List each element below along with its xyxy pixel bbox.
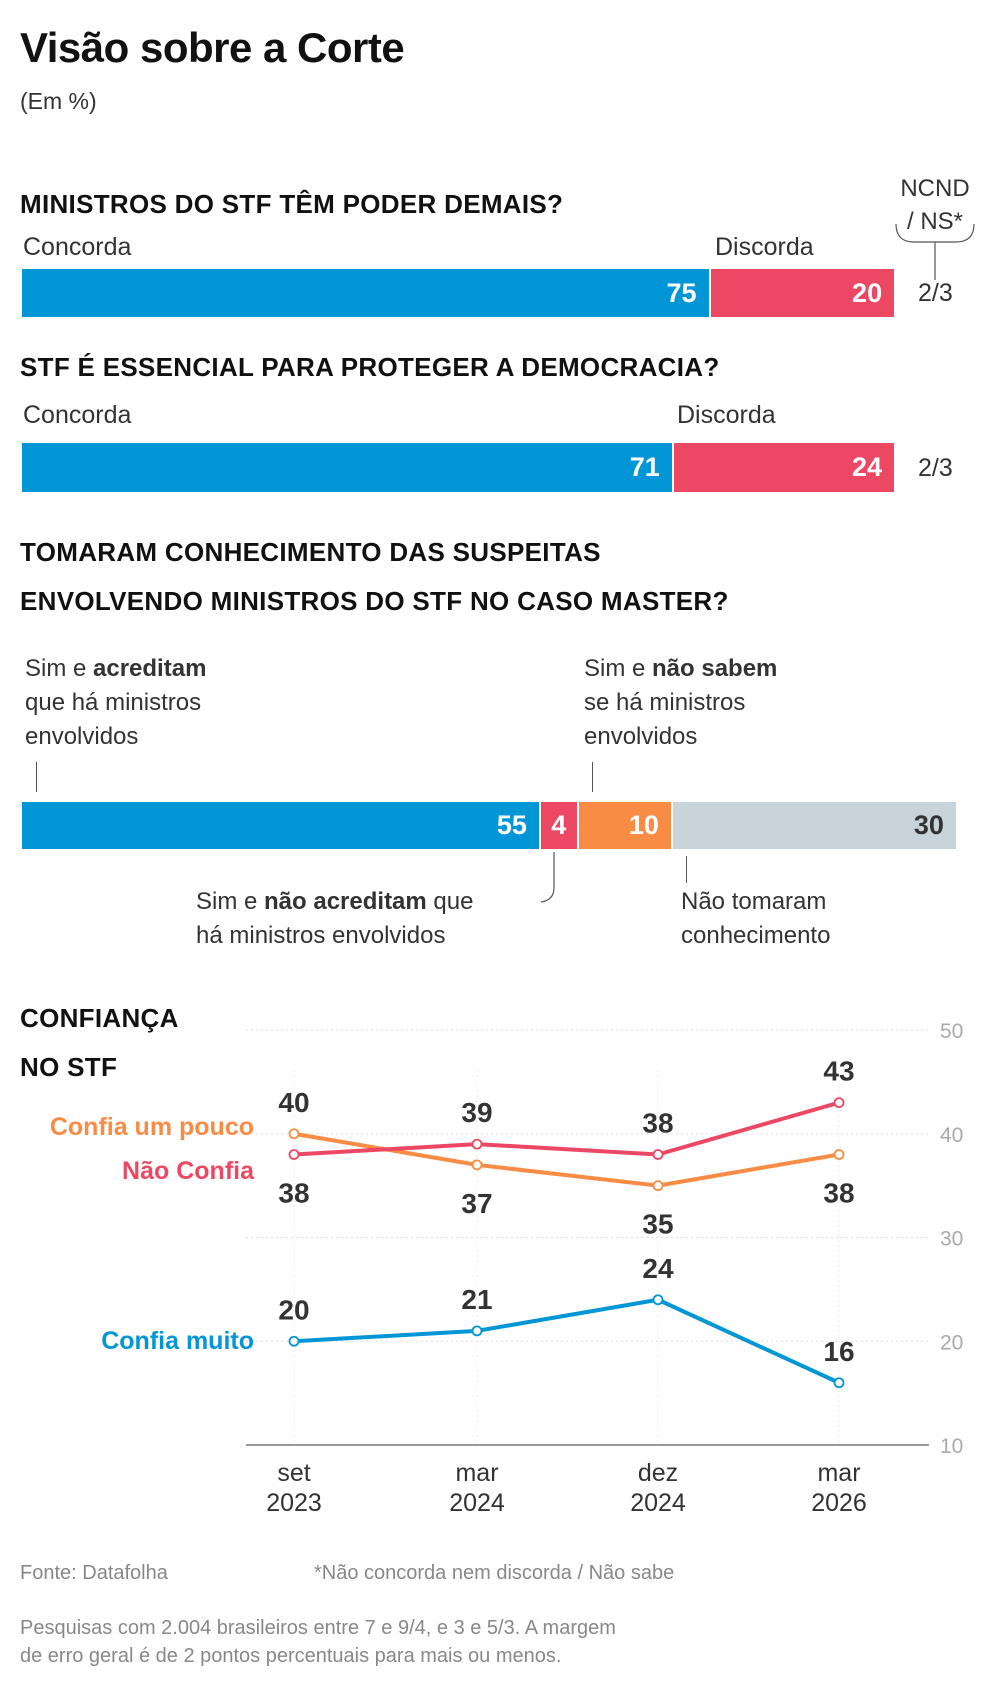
segment-nao-sabem: 10 bbox=[578, 802, 673, 849]
data-label: 20 bbox=[278, 1294, 309, 1325]
ann-text: Sim e bbox=[196, 888, 265, 915]
q1-heading: MINISTROS DO STF TÊM PODER DEMAIS? bbox=[20, 189, 564, 219]
ncnd-brace bbox=[895, 224, 975, 280]
annotation-nao-sabem: Sim e não sabem se há ministros envolvid… bbox=[584, 652, 777, 754]
data-label: 38 bbox=[642, 1108, 673, 1139]
x-tick-label: 2024 bbox=[630, 1489, 686, 1517]
segment-acreditam: 55 bbox=[22, 802, 541, 849]
data-label: 21 bbox=[461, 1284, 492, 1315]
method-note-2: de erro geral é de 2 pontos percentuais … bbox=[20, 1645, 562, 1667]
ann-line: envolvidos bbox=[584, 723, 698, 750]
ann-line: Não tomaram bbox=[681, 888, 827, 915]
data-label: 16 bbox=[823, 1336, 854, 1367]
leader-curve bbox=[540, 852, 555, 903]
ann-bold: acreditam bbox=[93, 655, 207, 682]
data-label: 40 bbox=[278, 1087, 309, 1118]
series-line bbox=[293, 1100, 840, 1157]
x-tick-label: dez bbox=[638, 1459, 678, 1487]
series-line bbox=[293, 1131, 840, 1188]
series-line bbox=[293, 1297, 840, 1385]
y-tick-label: 30 bbox=[940, 1228, 963, 1251]
q2-ncnd-value: 2/3 bbox=[918, 454, 953, 482]
chart-title-line-2: NO STF bbox=[20, 1052, 118, 1082]
data-point bbox=[288, 1149, 300, 1160]
segment-nao-acreditam: 4 bbox=[540, 802, 579, 849]
ann-line: se há ministros bbox=[584, 689, 746, 716]
source: Fonte: Datafolha bbox=[20, 1562, 168, 1584]
page-title: Visão sobre a Corte bbox=[20, 24, 405, 71]
q1-concorda-segment: 75 bbox=[22, 269, 711, 317]
q1-concorda-label: Concorda bbox=[23, 233, 132, 261]
data-point bbox=[288, 1335, 300, 1347]
x-tick-label: 2026 bbox=[811, 1489, 867, 1517]
x-tick-label: set bbox=[277, 1459, 310, 1487]
q2-concorda-label: Concorda bbox=[23, 401, 132, 429]
q2-heading: STF É ESSENCIAL PARA PROTEGER A DEMOCRAC… bbox=[20, 352, 720, 382]
ncnd-header: NCND / NS* bbox=[890, 172, 980, 238]
q3-bar: 55 4 10 30 bbox=[22, 802, 956, 849]
data-point bbox=[652, 1149, 664, 1160]
ann-text: que bbox=[426, 888, 474, 915]
q2-concorda-segment: 71 bbox=[22, 443, 674, 492]
ann-bold: não acreditam bbox=[264, 888, 427, 915]
q3-heading-line-2: ENVOLVENDO MINISTROS DO STF NO CASO MAST… bbox=[20, 586, 729, 616]
data-label: 39 bbox=[461, 1097, 492, 1128]
y-tick-label: 20 bbox=[940, 1331, 963, 1354]
data-label: 38 bbox=[278, 1178, 309, 1209]
method-note-1: Pesquisas com 2.004 brasileiros entre 7 … bbox=[20, 1617, 616, 1639]
data-point bbox=[471, 1138, 483, 1150]
q2-bar: 71 24 bbox=[22, 443, 895, 492]
q3-heading-line-1: TOMARAM CONHECIMENTO DAS SUSPEITAS bbox=[20, 537, 601, 567]
x-tick-label: 2024 bbox=[449, 1489, 505, 1517]
ann-bold: não sabem bbox=[652, 655, 778, 682]
annotation-acreditam: Sim e acreditam que há ministros envolvi… bbox=[25, 652, 206, 754]
q1-discorda-segment: 20 bbox=[710, 269, 895, 317]
ann-text: Sim e bbox=[25, 655, 94, 682]
data-point bbox=[833, 1149, 845, 1160]
q2-discorda-label: Discorda bbox=[677, 401, 776, 429]
unit-subtitle: (Em %) bbox=[20, 88, 97, 114]
ann-text: Sim e bbox=[584, 655, 653, 682]
ann-line: envolvidos bbox=[25, 723, 139, 750]
annotation-nao-tomaram: Não tomaram conhecimento bbox=[681, 885, 830, 953]
x-tick-label: mar bbox=[817, 1459, 860, 1487]
y-tick-label: 50 bbox=[940, 1020, 963, 1043]
segment-nao-tomaram: 30 bbox=[672, 802, 956, 849]
data-label: 38 bbox=[823, 1178, 854, 1209]
data-label: 43 bbox=[823, 1056, 854, 1087]
q1-bar: 75 20 bbox=[22, 269, 895, 317]
data-point bbox=[471, 1325, 483, 1337]
leader-line bbox=[36, 762, 37, 792]
ann-line: que há ministros bbox=[25, 689, 202, 716]
x-tick-label: mar bbox=[455, 1459, 498, 1487]
y-tick-label: 40 bbox=[940, 1124, 963, 1147]
ann-line: conhecimento bbox=[681, 922, 831, 949]
data-label: 35 bbox=[642, 1209, 673, 1240]
leader-line bbox=[592, 762, 593, 792]
data-point bbox=[833, 1097, 845, 1109]
data-point bbox=[652, 1294, 664, 1306]
ncnd-label-1: NCND bbox=[900, 175, 970, 202]
data-point bbox=[833, 1377, 845, 1389]
data-point bbox=[652, 1180, 664, 1192]
series-label: Confia muito bbox=[101, 1327, 254, 1355]
x-tick-label: 2023 bbox=[266, 1489, 322, 1517]
y-tick-label: 10 bbox=[940, 1435, 963, 1458]
data-point bbox=[471, 1159, 483, 1171]
q1-discorda-label: Discorda bbox=[715, 233, 814, 261]
chart-title-line-1: CONFIANÇA bbox=[20, 1003, 179, 1033]
annotation-nao-acreditam: Sim e não acreditam que há ministros env… bbox=[196, 885, 473, 953]
series-label: Confia um pouco bbox=[50, 1113, 254, 1141]
footnote: *Não concorda nem discorda / Não sabe bbox=[314, 1562, 675, 1584]
data-point bbox=[288, 1128, 300, 1140]
data-label: 24 bbox=[642, 1253, 674, 1284]
ncnd-label-2: / NS* bbox=[906, 208, 963, 235]
leader-line bbox=[686, 856, 687, 883]
q1-ncnd-value: 2/3 bbox=[918, 279, 953, 307]
ann-line: há ministros envolvidos bbox=[196, 922, 446, 949]
q2-discorda-segment: 24 bbox=[673, 443, 895, 492]
data-label: 37 bbox=[461, 1188, 492, 1219]
series-label: Não Confia bbox=[122, 1157, 255, 1185]
